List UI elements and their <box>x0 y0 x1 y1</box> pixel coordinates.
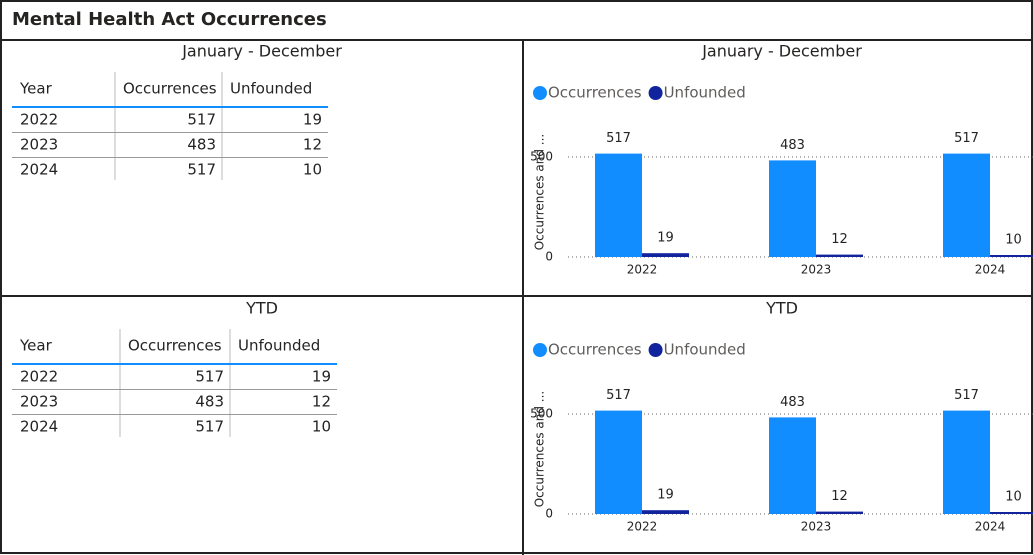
bar <box>816 254 863 257</box>
y-tick-label: 0 <box>545 250 553 264</box>
bar <box>990 255 1033 257</box>
cell: 517 <box>195 418 224 436</box>
x-tick-label: 2022 <box>627 520 658 534</box>
cell: 2024 <box>20 418 58 436</box>
legend-label: Unfounded <box>664 341 746 359</box>
data-label: 19 <box>657 488 674 503</box>
legend-marker <box>648 343 663 357</box>
legend-marker <box>533 343 547 357</box>
column-header: Year <box>19 337 53 355</box>
cell: 483 <box>187 136 216 154</box>
bar <box>943 153 990 257</box>
x-tick-label: 2024 <box>975 263 1006 277</box>
bar <box>642 510 689 514</box>
x-tick-label: 2022 <box>627 263 658 277</box>
column-header: Unfounded <box>230 80 312 98</box>
bar <box>642 253 689 257</box>
data-label: 10 <box>1005 490 1022 505</box>
data-label: 517 <box>606 131 631 146</box>
cell: 10 <box>303 161 322 179</box>
cell: 517 <box>195 368 224 386</box>
page-title: Mental Health Act Occurrences <box>12 9 327 30</box>
axis-title: Occurrences and ... <box>533 391 547 508</box>
legend-label: Occurrences <box>548 341 642 359</box>
legend-label: Occurrences <box>548 84 642 102</box>
data-label: 12 <box>831 232 848 247</box>
data-label: 483 <box>780 395 805 410</box>
data-label: 10 <box>1005 233 1022 248</box>
cell: 517 <box>187 161 216 179</box>
cell: 2022 <box>20 111 58 129</box>
chart-title: January - December <box>701 42 862 61</box>
y-tick-label: 500 <box>530 407 553 421</box>
x-tick-label: 2023 <box>801 520 832 534</box>
legend-marker <box>533 86 547 100</box>
cell: 12 <box>303 136 322 154</box>
bar <box>769 160 816 257</box>
cell: 2023 <box>20 393 58 411</box>
y-tick-label: 500 <box>530 150 553 164</box>
bar <box>943 410 990 514</box>
column-header: Unfounded <box>238 337 320 355</box>
cell: 19 <box>303 111 322 129</box>
legend-marker <box>648 86 663 100</box>
y-tick-label: 0 <box>545 507 553 521</box>
legend-label: Unfounded <box>664 84 746 102</box>
x-tick-label: 2024 <box>975 520 1006 534</box>
bar <box>990 512 1033 514</box>
cell: 2024 <box>20 161 58 179</box>
data-label: 12 <box>831 489 848 504</box>
axis-title: Occurrences and ... <box>533 134 547 251</box>
bar <box>769 417 816 514</box>
table-title: January - December <box>181 42 342 61</box>
data-label: 517 <box>954 388 979 403</box>
cell: 483 <box>195 393 224 411</box>
cell: 19 <box>312 368 331 386</box>
cell: 12 <box>312 393 331 411</box>
data-label: 19 <box>657 231 674 246</box>
bar <box>595 410 642 514</box>
bar <box>816 511 863 514</box>
chart-title: YTD <box>765 299 798 318</box>
cell: 517 <box>187 111 216 129</box>
x-tick-label: 2023 <box>801 263 832 277</box>
cell: 2022 <box>20 368 58 386</box>
column-header: Occurrences <box>123 80 217 98</box>
cell: 10 <box>312 418 331 436</box>
column-header: Occurrences <box>128 337 222 355</box>
bar <box>595 153 642 257</box>
cell: 2023 <box>20 136 58 154</box>
table-title: YTD <box>245 299 278 318</box>
data-label: 483 <box>780 138 805 153</box>
data-label: 517 <box>606 388 631 403</box>
column-header: Year <box>19 80 53 98</box>
data-label: 517 <box>954 131 979 146</box>
